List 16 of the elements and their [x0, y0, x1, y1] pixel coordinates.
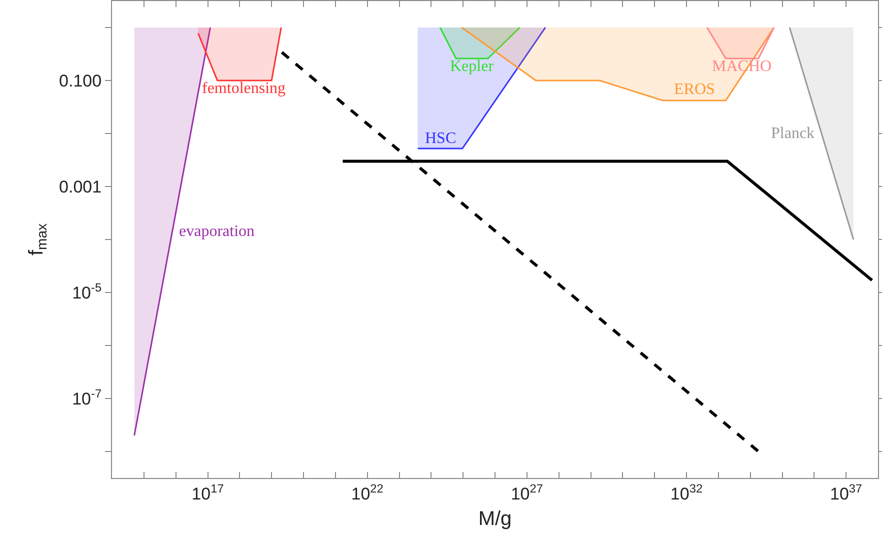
series-label: EROS: [674, 81, 715, 98]
x-tick-label: 10$^{32}$: [670, 481, 703, 504]
series-label: HSC: [425, 130, 456, 147]
x-tick-label: 10$^{22}$: [351, 481, 384, 504]
series-label: evaporation: [179, 223, 255, 240]
series-label: Planck: [771, 125, 815, 142]
x-axis-title: M/g: [478, 508, 512, 530]
x-tick-label: 10$^{17}$: [192, 481, 224, 504]
x-tick-label: 10$^{37}$: [830, 481, 863, 504]
series-label: femtolensing: [202, 80, 286, 97]
series-label: Kepler: [450, 58, 494, 75]
x-tick-label: 10$^{27}$: [510, 481, 544, 504]
y-tick-label: 0.100: [59, 71, 102, 90]
y-tick-label: 10$^{-7}$: [72, 386, 102, 408]
y-tick-label: 0.001: [59, 177, 102, 196]
y-tick-label: 10$^{-5}$: [72, 280, 102, 302]
